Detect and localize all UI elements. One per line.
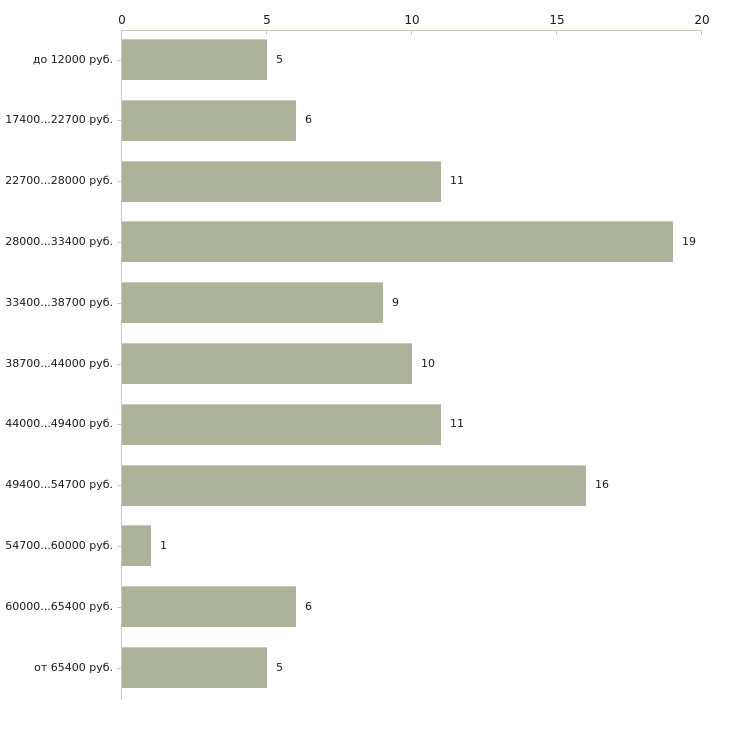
category-tick-mark	[117, 668, 121, 669]
bar	[122, 99, 296, 141]
x-tick-label: 20	[694, 13, 710, 27]
x-tick-label: 0	[118, 13, 126, 27]
category-label: 17400...22700 руб.	[5, 113, 113, 127]
category-tick-mark	[117, 60, 121, 61]
category-tick-mark	[117, 242, 121, 243]
category-tick-mark	[117, 303, 121, 304]
category-tick-mark	[117, 485, 121, 486]
bar-value-label: 5	[276, 52, 283, 66]
category-tick-mark	[117, 424, 121, 425]
category-tick-mark	[117, 607, 121, 608]
bar	[122, 403, 441, 445]
category-label: 49400...54700 руб.	[5, 478, 113, 492]
x-tick-mark	[701, 31, 702, 35]
category-label: 33400...38700 руб.	[5, 295, 113, 309]
category-tick-mark	[117, 181, 121, 182]
bar-value-label: 16	[595, 478, 609, 492]
category-label: 44000...49400 руб.	[5, 417, 113, 431]
category-label: 60000...65400 руб.	[5, 599, 113, 613]
bar-value-label: 6	[305, 113, 312, 127]
bar	[122, 586, 296, 628]
x-tick-mark	[266, 31, 267, 35]
bar-value-label: 11	[450, 417, 464, 431]
bar-value-label: 11	[450, 174, 464, 188]
bar	[122, 39, 267, 80]
category-tick-mark	[117, 546, 121, 547]
bar	[122, 160, 441, 202]
category-label: 22700...28000 руб.	[5, 174, 113, 188]
bar	[122, 525, 151, 567]
x-tick-mark	[121, 31, 122, 35]
category-label: от 65400 руб.	[34, 660, 113, 674]
x-tick-label: 5	[263, 13, 271, 27]
bar	[122, 343, 412, 384]
category-label: 54700...60000 руб.	[5, 538, 113, 552]
x-tick-mark	[556, 31, 557, 35]
x-tick-label: 10	[404, 13, 420, 27]
bar	[122, 282, 383, 324]
bar	[122, 464, 586, 506]
bar	[122, 647, 267, 688]
bar-value-label: 5	[276, 660, 283, 674]
x-tick-mark	[411, 31, 412, 35]
category-tick-mark	[117, 120, 121, 121]
category-tick-mark	[117, 364, 121, 365]
category-label: до 12000 руб.	[32, 52, 113, 66]
bar-value-label: 6	[305, 599, 312, 613]
bar-value-label: 19	[682, 234, 696, 248]
bar-value-label: 10	[421, 356, 435, 370]
category-label: 38700...44000 руб.	[5, 356, 113, 370]
bar-value-label: 9	[392, 295, 399, 309]
category-label: 28000...33400 руб.	[5, 234, 113, 248]
bar-value-label: 1	[160, 538, 167, 552]
x-axis-line	[121, 30, 702, 31]
x-tick-label: 15	[549, 13, 565, 27]
bar	[122, 221, 673, 263]
y-axis-line	[121, 30, 122, 700]
